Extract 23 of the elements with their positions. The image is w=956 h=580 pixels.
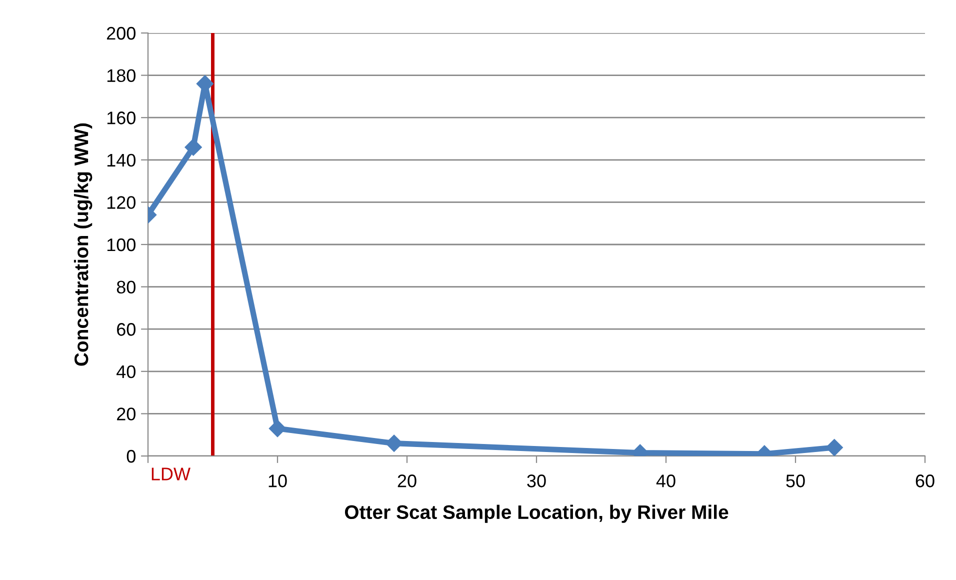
y-tick-label: 80 [116, 280, 136, 294]
x-tick-label: 40 [656, 474, 676, 488]
point [826, 438, 843, 456]
y-tick-label: 0 [126, 450, 136, 463]
x-axis-title: Otter Scat Sample Location, by River Mile [344, 504, 728, 523]
x-tick-label: 50 [786, 474, 805, 488]
x-tick-label: 30 [527, 474, 546, 488]
x-tick-label: 60 [916, 474, 934, 488]
y-tick-label: 40 [116, 365, 136, 378]
y-tick-label: 100 [107, 238, 136, 252]
y-tick-label: 200 [106, 26, 136, 40]
point [184, 138, 202, 156]
y-tick-label: 60 [117, 323, 136, 336]
y-tick-label: 140 [107, 154, 136, 167]
point [268, 420, 286, 438]
y-tick-label: 120 [107, 196, 136, 209]
ref-line-label: LDW [152, 468, 190, 480]
y-axis-title: Concentration (ug/kg WW) [74, 123, 92, 366]
y-tick-label: 180 [107, 69, 136, 82]
x-tick-label: 20 [398, 474, 416, 488]
y-tick-label: 20 [117, 408, 136, 420]
x-tick-label: 10 [268, 474, 287, 488]
y-tick-label: 160 [107, 112, 136, 124]
